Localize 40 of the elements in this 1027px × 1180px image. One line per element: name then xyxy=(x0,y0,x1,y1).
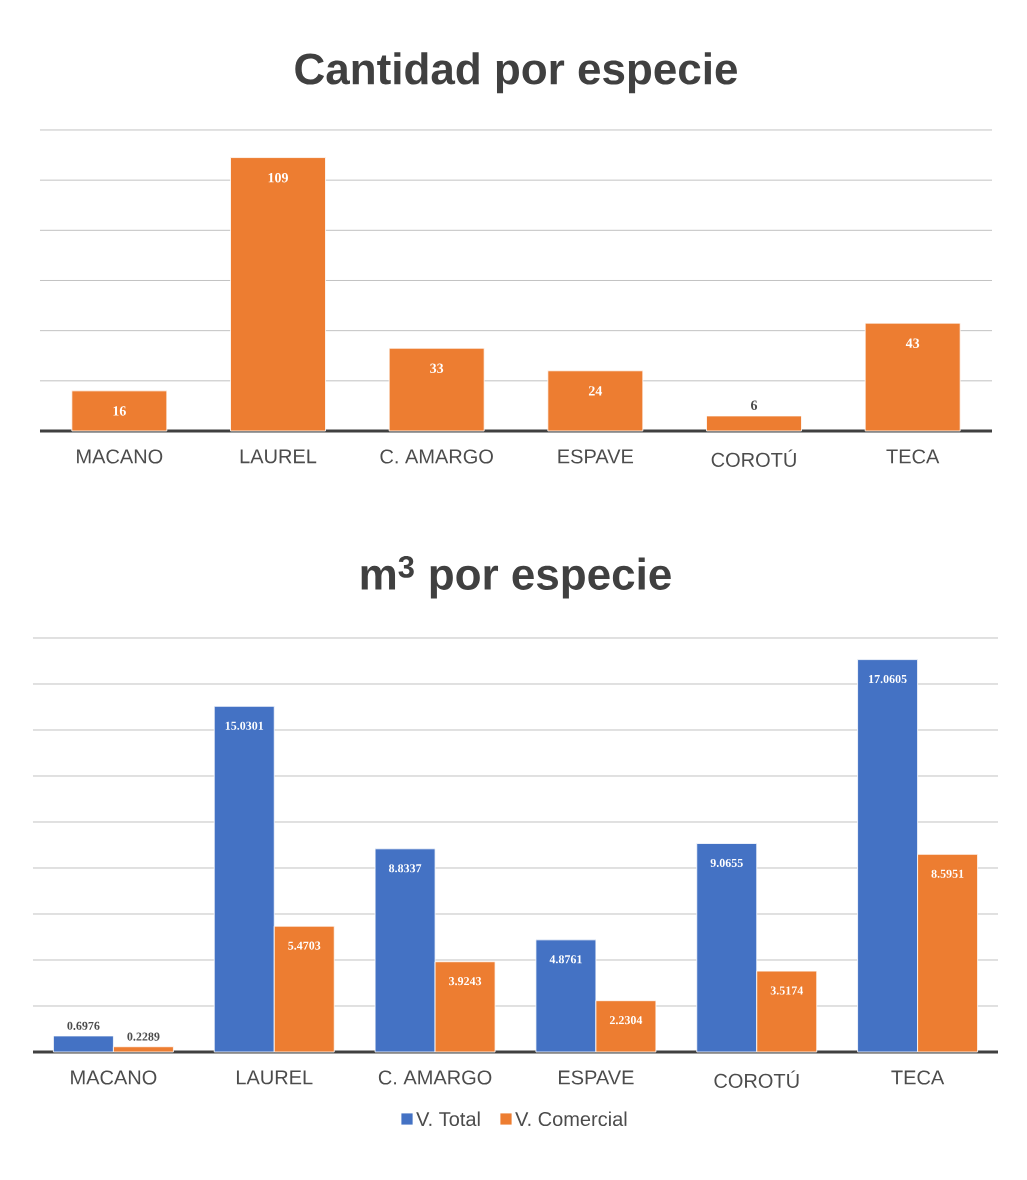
x-tick-label: TECA xyxy=(886,449,940,464)
bar xyxy=(230,157,326,432)
bar xyxy=(71,390,168,432)
bar xyxy=(706,415,802,432)
x-tick-label: MACANO xyxy=(77,449,163,464)
x-tick-label: COROTÚ xyxy=(714,1070,799,1088)
chart-title: Cantidad por especie xyxy=(295,52,737,94)
x-tick-label: TECA xyxy=(891,1070,945,1085)
x-tick-label: COROTÚ xyxy=(711,449,796,467)
data-label: 43 xyxy=(905,338,920,348)
data-label: 8.8337 xyxy=(388,864,422,873)
data-label: 0.6976 xyxy=(67,1021,100,1030)
data-label: 4.8761 xyxy=(549,955,582,964)
data-label: 0.2289 xyxy=(127,1032,160,1041)
data-label: 24 xyxy=(588,386,603,396)
legend-label: V. Comercial xyxy=(515,1111,627,1127)
x-tick-label: MACANO xyxy=(71,1070,157,1085)
bar xyxy=(388,347,485,432)
bar xyxy=(547,370,644,432)
x-tick-label: ESPAVE xyxy=(559,1070,634,1085)
data-label: 8.5951 xyxy=(931,869,964,878)
x-tick-label: LAUREL xyxy=(236,1070,313,1085)
x-tick-label: ESPAVE xyxy=(558,449,634,464)
data-label: 109 xyxy=(268,172,288,183)
data-label: 33 xyxy=(430,363,444,373)
chart-title: m$^{3}$ por especie xyxy=(361,555,671,599)
bar xyxy=(864,322,961,432)
x-tick-label: C. AMARGO xyxy=(378,1070,492,1085)
data-label: 15.0301 xyxy=(225,721,264,730)
data-label: 6 xyxy=(750,400,758,410)
data-label: 16 xyxy=(113,406,126,416)
x-tick-label: LAUREL xyxy=(240,449,317,464)
data-label: 9.0655 xyxy=(710,858,743,868)
legend-label: V. Total xyxy=(416,1111,480,1127)
data-label: 5.4703 xyxy=(288,941,321,950)
data-label: 17.0605 xyxy=(869,674,907,684)
data-label: 3.9243 xyxy=(449,977,482,986)
x-tick-label: C. AMARGO xyxy=(380,449,493,464)
data-label: 2.2304 xyxy=(609,1016,643,1025)
data-label: 3.5174 xyxy=(770,986,804,995)
